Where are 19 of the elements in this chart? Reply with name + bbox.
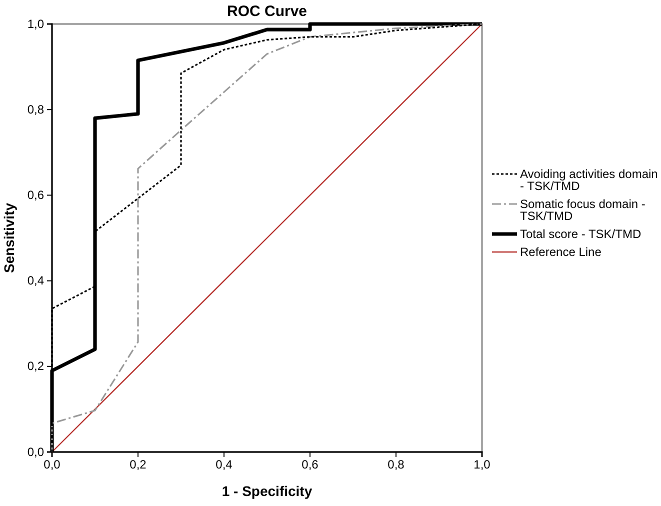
y-tick-label: 0,4 xyxy=(27,274,44,288)
x-tick-label: 0,8 xyxy=(388,458,405,472)
y-tick-label: 0,2 xyxy=(27,359,44,374)
y-axis-title: Sensitivity xyxy=(1,202,17,274)
x-tick-label: 0,4 xyxy=(216,458,233,472)
x-tick-label: 1,0 xyxy=(474,458,491,472)
legend-label: Avoiding activities domain - TSK/TMD xyxy=(520,167,658,193)
chart-title: ROC Curve xyxy=(226,3,308,20)
x-tick-label: 0,0 xyxy=(44,458,61,472)
legend-label: Somatic focus domain - TSK/TMD xyxy=(520,197,646,223)
y-tick-label: 0,0 xyxy=(27,444,44,459)
x-axis-title: 1 - Specificity xyxy=(222,483,312,499)
y-tick-label: 0,8 xyxy=(27,102,44,116)
x-tick-label: 0,2 xyxy=(130,458,147,472)
y-tick-label: 0,6 xyxy=(27,188,44,202)
legend-label: Reference Line xyxy=(520,245,602,259)
x-tick-label: 0,6 xyxy=(302,458,319,472)
y-tick-label: 1,0 xyxy=(27,16,44,31)
legend-label: Total score - TSK/TMD xyxy=(520,227,642,241)
